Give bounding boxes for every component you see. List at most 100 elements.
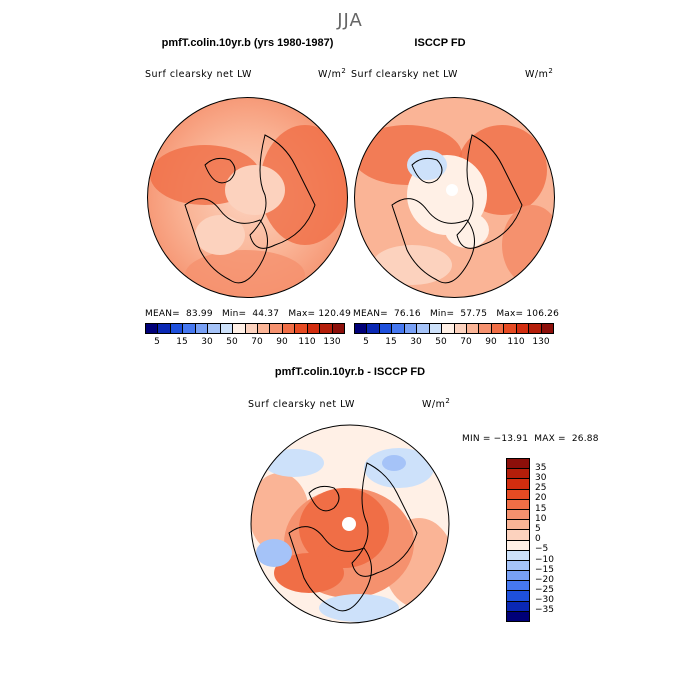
colorbar-swatch [295, 324, 308, 333]
tick: 110 [507, 337, 525, 347]
tick: 15 [176, 337, 188, 347]
colorbar-swatch [392, 324, 405, 333]
tick: −5 [535, 544, 549, 554]
tick: 90 [485, 337, 497, 347]
panel3-title: pmfT.colin.10yr.b - ISCCP FD [274, 366, 426, 378]
panel2-units: W/m2 [525, 67, 554, 81]
colorbar-swatch [504, 324, 517, 333]
panel3-colorbar [506, 458, 530, 622]
tick: 70 [251, 337, 263, 347]
colorbar-swatch [466, 324, 480, 333]
tick: −15 [535, 565, 554, 575]
tick: 5 [363, 337, 369, 347]
tick: 15 [535, 504, 547, 514]
colorbar-swatch [529, 324, 542, 333]
tick: −30 [535, 595, 554, 605]
tick: 90 [276, 337, 288, 347]
panel3-variable: Surf clearsky net LW [248, 399, 355, 410]
tick: 30 [410, 337, 422, 347]
colorbar-swatch [507, 571, 529, 582]
panel3-units: W/m2 [422, 397, 451, 411]
tick: 20 [535, 493, 547, 503]
colorbar-swatch [307, 324, 321, 333]
colorbar-swatch [355, 324, 368, 333]
colorbar-swatch [507, 581, 529, 592]
tick: 10 [535, 514, 547, 524]
panel1-units: W/m2 [318, 67, 347, 81]
tick: 30 [535, 473, 547, 483]
colorbar-swatch [442, 324, 455, 333]
colorbar-swatch [417, 324, 430, 333]
panel3-stats: MIN = −13.91 MAX = 26.88 [462, 434, 599, 444]
colorbar-swatch [507, 459, 529, 470]
colorbar-swatch [233, 324, 246, 333]
colorbar-swatch [367, 324, 380, 333]
colorbar-swatch [208, 324, 221, 333]
tick: −35 [535, 605, 554, 615]
panel2-title: ISCCP FD [414, 37, 466, 49]
tick: 130 [323, 337, 341, 347]
tick: 35 [535, 463, 547, 473]
panel1-colorbar-ticks: 5 15 30 50 70 90 110 130 [145, 337, 345, 349]
colorbar-swatch [245, 324, 258, 333]
colorbar-swatch [183, 324, 196, 333]
colorbar-swatch [507, 479, 529, 490]
panel1-polar-map [147, 97, 348, 298]
panel2-colorbar-ticks: 5 15 30 50 70 90 110 130 [354, 337, 554, 349]
colorbar-swatch [282, 324, 296, 333]
colorbar-swatch [158, 324, 171, 333]
colorbar-swatch [507, 560, 529, 572]
tick: −10 [535, 555, 554, 565]
tick: −20 [535, 575, 554, 585]
colorbar-swatch [507, 601, 529, 612]
tick: 5 [154, 337, 160, 347]
colorbar-swatch [195, 324, 209, 333]
colorbar-swatch [220, 324, 234, 333]
colorbar-swatch [170, 324, 184, 333]
tick: 0 [535, 534, 541, 544]
colorbar-swatch [507, 550, 529, 561]
colorbar-swatch [270, 324, 283, 333]
panel2-polar-map [354, 97, 555, 298]
tick: 15 [385, 337, 397, 347]
panel2-stats: MEAN= 76.16 Min= 57.75 Max= 106.26 [353, 309, 560, 319]
tick: 130 [532, 337, 550, 347]
panel3-colorbar-ticks: 35 30 25 20 15 10 5 0 −5 −10 −15 −20 −25… [535, 458, 575, 622]
colorbar-swatch [454, 324, 467, 333]
colorbar-swatch [332, 324, 344, 333]
panel2-variable: Surf clearsky net LW [351, 69, 458, 80]
tick: 5 [535, 524, 541, 534]
colorbar-swatch [541, 324, 553, 333]
colorbar-swatch [507, 591, 529, 602]
panel2-colorbar [354, 323, 554, 334]
colorbar-swatch [479, 324, 492, 333]
panel1-stats: MEAN= 83.99 Min= 44.37 Max= 120.49 [145, 309, 352, 319]
panel3-polar-map [250, 424, 450, 624]
colorbar-swatch [146, 324, 159, 333]
tick: −25 [535, 585, 554, 595]
colorbar-swatch [507, 489, 529, 500]
tick: 70 [460, 337, 472, 347]
colorbar-swatch [507, 520, 529, 531]
panel1-title: pmfT.colin.10yr.b (yrs 1980-1987) [161, 37, 334, 49]
panel1-colorbar [145, 323, 345, 334]
colorbar-swatch [320, 324, 333, 333]
tick: 110 [298, 337, 316, 347]
colorbar-swatch [491, 324, 505, 333]
tick: 50 [226, 337, 238, 347]
tick: 25 [535, 483, 547, 493]
tick: 50 [435, 337, 447, 347]
figure-title: JJA [337, 10, 363, 31]
colorbar-swatch [507, 530, 529, 541]
colorbar-swatch [429, 324, 443, 333]
colorbar-swatch [257, 324, 271, 333]
colorbar-swatch [404, 324, 418, 333]
colorbar-swatch [507, 469, 529, 480]
colorbar-swatch [507, 509, 529, 521]
panel1-variable: Surf clearsky net LW [145, 69, 252, 80]
tick: 30 [201, 337, 213, 347]
colorbar-swatch [507, 499, 529, 510]
colorbar-swatch [516, 324, 530, 333]
colorbar-swatch [379, 324, 393, 333]
colorbar-swatch [507, 540, 529, 551]
